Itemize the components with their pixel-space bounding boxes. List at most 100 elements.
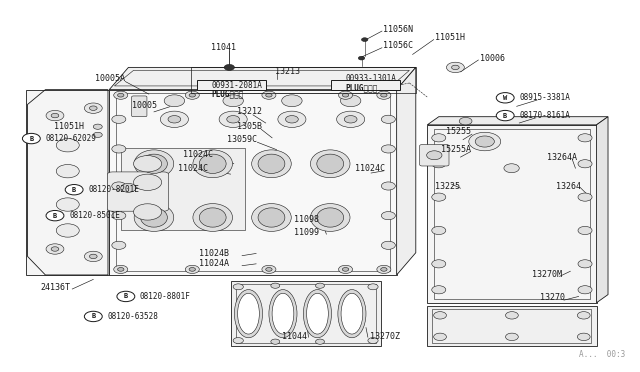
Text: 13264: 13264: [556, 182, 581, 190]
Ellipse shape: [258, 154, 285, 173]
Text: 11056N: 11056N: [383, 25, 413, 34]
Circle shape: [381, 145, 396, 153]
Circle shape: [22, 134, 40, 144]
Circle shape: [506, 333, 518, 340]
Text: 00931-2081A: 00931-2081A: [211, 81, 262, 90]
Ellipse shape: [193, 203, 232, 231]
Text: 13213: 13213: [275, 67, 300, 76]
Ellipse shape: [141, 208, 168, 227]
Text: 11056C: 11056C: [383, 41, 413, 51]
Circle shape: [233, 337, 243, 343]
FancyBboxPatch shape: [332, 80, 401, 90]
Circle shape: [118, 267, 124, 271]
Circle shape: [432, 193, 446, 201]
Circle shape: [381, 115, 396, 124]
Text: PLUGプラグ: PLUGプラグ: [346, 83, 378, 92]
Circle shape: [134, 155, 162, 172]
Text: 24136T: 24136T: [40, 283, 70, 292]
FancyBboxPatch shape: [132, 96, 147, 117]
Text: B: B: [124, 294, 128, 299]
Circle shape: [578, 227, 592, 235]
Text: 15255: 15255: [447, 126, 472, 136]
Ellipse shape: [199, 154, 226, 173]
Circle shape: [381, 267, 387, 271]
Text: 13225: 13225: [435, 182, 460, 190]
Ellipse shape: [272, 293, 294, 334]
Text: B: B: [72, 187, 76, 193]
Text: A...  00:3: A... 00:3: [579, 350, 625, 359]
Ellipse shape: [134, 150, 173, 178]
Text: W: W: [503, 95, 508, 101]
Circle shape: [381, 241, 396, 249]
Polygon shape: [109, 90, 397, 275]
Text: 11044: 11044: [282, 331, 307, 341]
Circle shape: [134, 204, 162, 220]
Circle shape: [112, 145, 126, 153]
Circle shape: [112, 182, 126, 190]
Circle shape: [381, 93, 387, 97]
Polygon shape: [109, 67, 416, 90]
Circle shape: [93, 124, 102, 129]
Circle shape: [46, 244, 64, 254]
Circle shape: [432, 260, 446, 268]
Text: 11024B: 11024B: [198, 249, 228, 258]
Ellipse shape: [252, 150, 291, 178]
Circle shape: [56, 224, 79, 237]
Text: 11098: 11098: [294, 215, 319, 224]
FancyBboxPatch shape: [121, 148, 245, 230]
Ellipse shape: [269, 289, 297, 338]
Circle shape: [434, 333, 447, 340]
Circle shape: [475, 136, 494, 147]
Circle shape: [189, 93, 195, 97]
Circle shape: [262, 91, 276, 99]
Text: 00933-1301A: 00933-1301A: [346, 74, 396, 83]
Circle shape: [90, 106, 97, 110]
Circle shape: [340, 95, 361, 107]
Circle shape: [447, 62, 465, 73]
Ellipse shape: [303, 289, 332, 338]
Polygon shape: [428, 117, 608, 125]
Polygon shape: [428, 306, 596, 346]
Text: 13270Z: 13270Z: [370, 331, 400, 341]
Circle shape: [161, 111, 188, 128]
Circle shape: [118, 93, 124, 97]
Circle shape: [90, 254, 97, 259]
Circle shape: [84, 103, 102, 113]
Circle shape: [285, 116, 298, 123]
Circle shape: [121, 183, 136, 192]
Circle shape: [93, 132, 102, 137]
Circle shape: [578, 134, 592, 142]
Circle shape: [342, 93, 349, 97]
Text: PLUGプラグ: PLUGプラグ: [211, 90, 244, 99]
Circle shape: [578, 260, 592, 268]
Polygon shape: [397, 67, 416, 275]
Circle shape: [339, 265, 353, 273]
Circle shape: [368, 337, 378, 343]
Circle shape: [577, 312, 590, 319]
Text: 10006: 10006: [479, 54, 505, 62]
Circle shape: [112, 212, 126, 220]
Polygon shape: [230, 281, 381, 346]
Ellipse shape: [141, 154, 168, 173]
Circle shape: [56, 198, 79, 211]
Ellipse shape: [338, 289, 366, 338]
Circle shape: [316, 339, 324, 344]
Ellipse shape: [252, 203, 291, 231]
Circle shape: [432, 160, 446, 168]
Circle shape: [112, 241, 126, 249]
Text: 11051H: 11051H: [54, 122, 84, 131]
Text: 08120-63528: 08120-63528: [108, 312, 158, 321]
Text: 11041: 11041: [211, 42, 236, 51]
Circle shape: [56, 164, 79, 178]
Circle shape: [51, 247, 59, 251]
Circle shape: [233, 284, 243, 290]
Circle shape: [84, 251, 102, 262]
Circle shape: [266, 267, 272, 271]
Circle shape: [168, 116, 180, 123]
Circle shape: [432, 286, 446, 294]
Circle shape: [114, 265, 128, 273]
Polygon shape: [26, 90, 109, 275]
Text: 11024C: 11024C: [178, 164, 208, 173]
Text: 13212: 13212: [237, 108, 262, 116]
Polygon shape: [596, 117, 608, 303]
